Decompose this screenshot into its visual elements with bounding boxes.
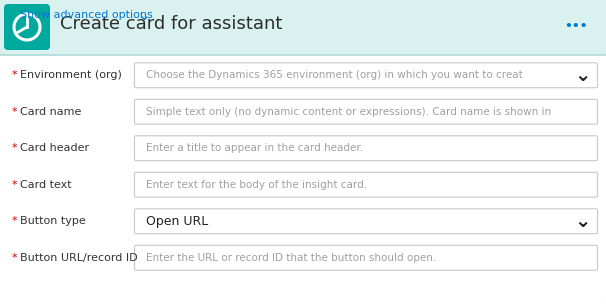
Text: Show advanced options: Show advanced options — [20, 10, 153, 20]
Text: *: * — [12, 216, 18, 226]
Text: *: * — [12, 180, 18, 190]
Text: Simple text only (no dynamic content or expressions). Card name is shown in: Simple text only (no dynamic content or … — [146, 107, 551, 117]
FancyBboxPatch shape — [4, 4, 50, 50]
Text: ⌄: ⌄ — [574, 66, 590, 85]
Text: *: * — [12, 107, 18, 117]
FancyBboxPatch shape — [0, 0, 606, 55]
Text: Create card for assistant: Create card for assistant — [60, 15, 282, 33]
Text: Enter a title to appear in the card header.: Enter a title to appear in the card head… — [146, 143, 363, 153]
FancyBboxPatch shape — [135, 172, 598, 197]
Text: Button URL/record ID: Button URL/record ID — [20, 253, 138, 263]
Text: Button type: Button type — [20, 216, 86, 226]
Text: *: * — [12, 70, 18, 80]
Text: Card name: Card name — [20, 107, 81, 117]
Text: Card text: Card text — [20, 180, 72, 190]
Text: *: * — [12, 253, 18, 263]
Text: ⌄: ⌄ — [138, 8, 151, 22]
FancyBboxPatch shape — [135, 209, 598, 234]
Text: ⌄: ⌄ — [574, 212, 590, 231]
Text: Environment (org): Environment (org) — [20, 70, 122, 80]
Text: Open URL: Open URL — [146, 215, 208, 228]
FancyBboxPatch shape — [135, 136, 598, 161]
Text: Enter the URL or record ID that the button should open.: Enter the URL or record ID that the butt… — [146, 253, 436, 263]
Text: Enter text for the body of the insight card.: Enter text for the body of the insight c… — [146, 180, 367, 190]
Text: •••: ••• — [564, 20, 588, 33]
Text: Choose the Dynamics 365 environment (org) in which you want to creat: Choose the Dynamics 365 environment (org… — [146, 70, 523, 80]
FancyBboxPatch shape — [135, 99, 598, 124]
Text: Card header: Card header — [20, 143, 89, 153]
Text: *: * — [12, 143, 18, 153]
FancyBboxPatch shape — [135, 245, 598, 270]
FancyBboxPatch shape — [135, 63, 598, 88]
